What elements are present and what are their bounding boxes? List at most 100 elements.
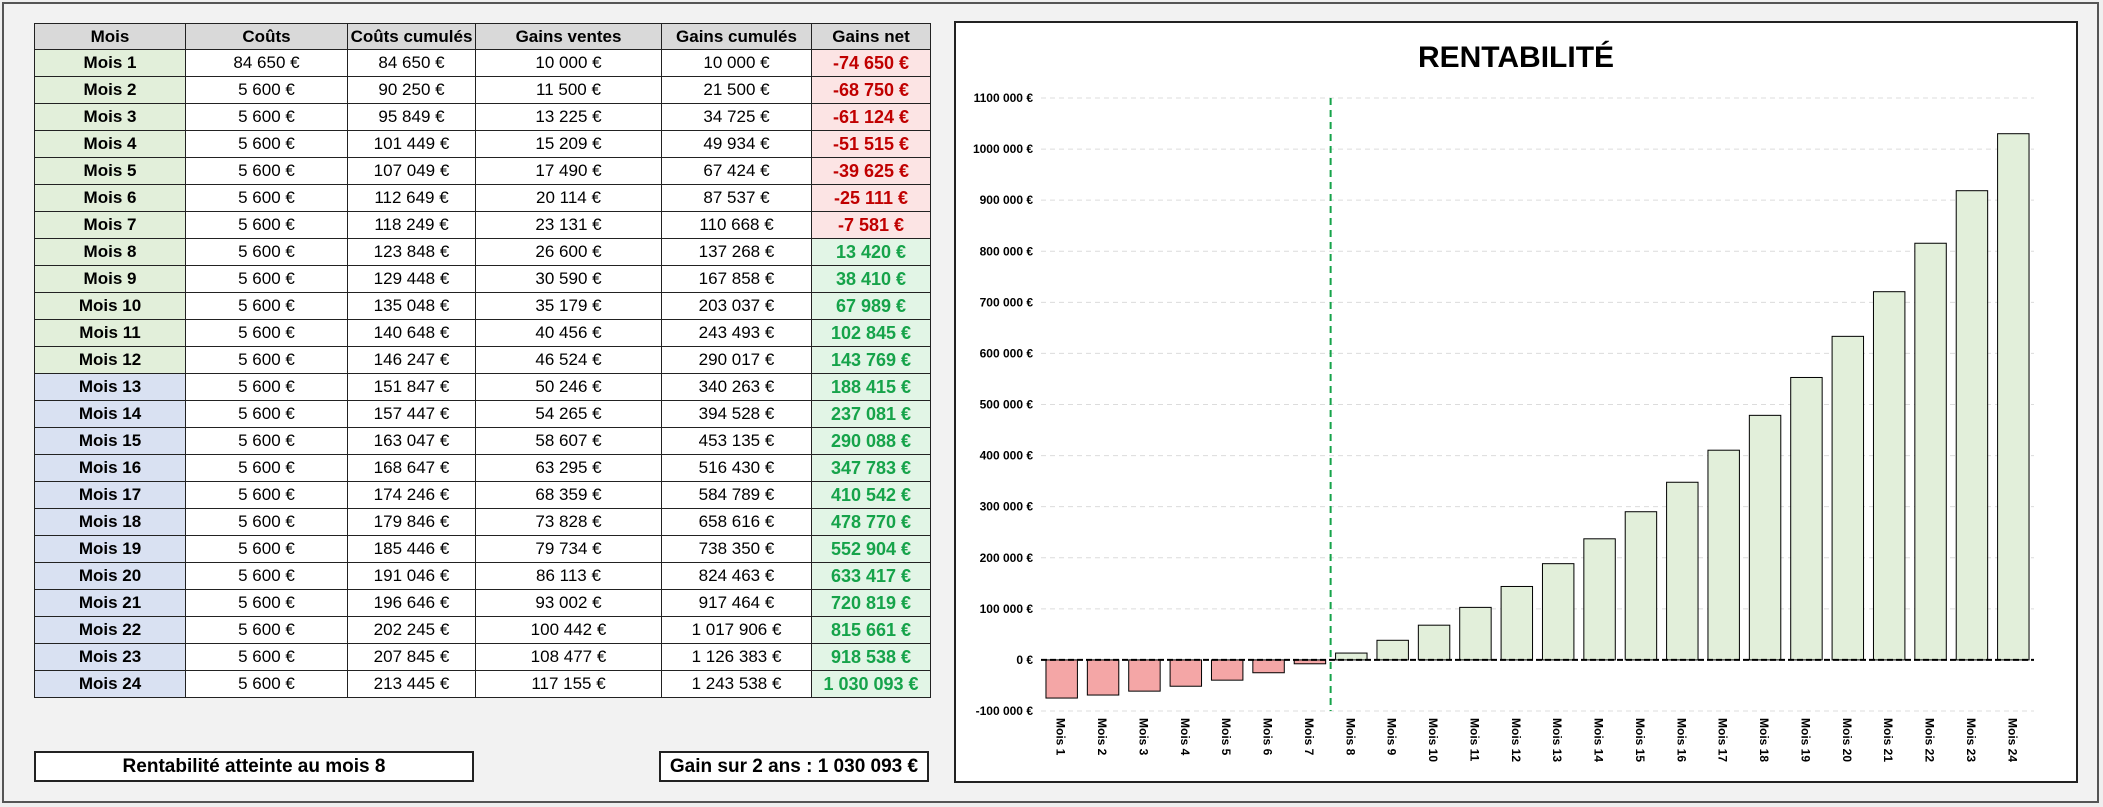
header-mois[interactable]: Mois <box>34 23 186 50</box>
cell-mois[interactable]: Mois 3 <box>34 103 186 131</box>
cell-couts-cumules[interactable]: 151 847 € <box>347 373 476 401</box>
cell-gains-net[interactable]: 67 989 € <box>811 292 931 320</box>
cell-couts[interactable]: 5 600 € <box>185 427 348 455</box>
header-gains-ventes[interactable]: Gains ventes <box>475 23 662 50</box>
cell-mois[interactable]: Mois 1 <box>34 49 186 77</box>
cell-gains-net[interactable]: -7 581 € <box>811 211 931 239</box>
cell-gains-cumules[interactable]: 824 463 € <box>661 562 812 590</box>
cell-gains-ventes[interactable]: 108 477 € <box>475 643 662 671</box>
cell-gains-cumules[interactable]: 137 268 € <box>661 238 812 266</box>
cell-couts[interactable]: 5 600 € <box>185 184 348 212</box>
header-gains-cumules[interactable]: Gains cumulés <box>661 23 812 50</box>
cell-couts-cumules[interactable]: 135 048 € <box>347 292 476 320</box>
cell-couts[interactable]: 5 600 € <box>185 454 348 482</box>
cell-gains-net[interactable]: 918 538 € <box>811 643 931 671</box>
cell-couts-cumules[interactable]: 202 245 € <box>347 616 476 644</box>
cell-gains-net[interactable]: 237 081 € <box>811 400 931 428</box>
cell-couts-cumules[interactable]: 140 648 € <box>347 319 476 347</box>
cell-gains-ventes[interactable]: 23 131 € <box>475 211 662 239</box>
cell-gains-net[interactable]: 552 904 € <box>811 535 931 563</box>
cell-gains-ventes[interactable]: 68 359 € <box>475 481 662 509</box>
cell-gains-net[interactable]: 478 770 € <box>811 508 931 536</box>
cell-couts-cumules[interactable]: 118 249 € <box>347 211 476 239</box>
cell-couts[interactable]: 5 600 € <box>185 238 348 266</box>
cell-gains-net[interactable]: 143 769 € <box>811 346 931 374</box>
cell-couts[interactable]: 5 600 € <box>185 400 348 428</box>
header-couts-cumules[interactable]: Coûts cumulés <box>347 23 476 50</box>
cell-gains-ventes[interactable]: 15 209 € <box>475 130 662 158</box>
cell-couts[interactable]: 5 600 € <box>185 616 348 644</box>
cell-gains-net[interactable]: -25 111 € <box>811 184 931 212</box>
cell-couts[interactable]: 5 600 € <box>185 76 348 104</box>
cell-gains-ventes[interactable]: 11 500 € <box>475 76 662 104</box>
cell-couts[interactable]: 5 600 € <box>185 481 348 509</box>
cell-couts[interactable]: 5 600 € <box>185 130 348 158</box>
cell-couts[interactable]: 5 600 € <box>185 319 348 347</box>
cell-couts-cumules[interactable]: 191 046 € <box>347 562 476 590</box>
cell-couts[interactable]: 5 600 € <box>185 346 348 374</box>
cell-mois[interactable]: Mois 8 <box>34 238 186 266</box>
cell-couts-cumules[interactable]: 185 446 € <box>347 535 476 563</box>
cell-couts[interactable]: 5 600 € <box>185 373 348 401</box>
cell-gains-ventes[interactable]: 79 734 € <box>475 535 662 563</box>
cell-gains-ventes[interactable]: 117 155 € <box>475 670 662 698</box>
cell-mois[interactable]: Mois 17 <box>34 481 186 509</box>
cell-gains-ventes[interactable]: 13 225 € <box>475 103 662 131</box>
cell-gains-net[interactable]: 1 030 093 € <box>811 670 931 698</box>
breakeven-summary[interactable]: Rentabilité atteinte au mois 8 <box>34 751 474 782</box>
cell-gains-cumules[interactable]: 167 858 € <box>661 265 812 293</box>
cell-gains-ventes[interactable]: 46 524 € <box>475 346 662 374</box>
cell-couts-cumules[interactable]: 157 447 € <box>347 400 476 428</box>
cell-mois[interactable]: Mois 20 <box>34 562 186 590</box>
cell-mois[interactable]: Mois 21 <box>34 589 186 617</box>
cell-mois[interactable]: Mois 5 <box>34 157 186 185</box>
cell-gains-cumules[interactable]: 67 424 € <box>661 157 812 185</box>
cell-gains-cumules[interactable]: 34 725 € <box>661 103 812 131</box>
cell-gains-ventes[interactable]: 40 456 € <box>475 319 662 347</box>
cell-gains-ventes[interactable]: 30 590 € <box>475 265 662 293</box>
cell-gains-net[interactable]: 633 417 € <box>811 562 931 590</box>
cell-gains-net[interactable]: -39 625 € <box>811 157 931 185</box>
cell-gains-net[interactable]: 102 845 € <box>811 319 931 347</box>
cell-gains-cumules[interactable]: 738 350 € <box>661 535 812 563</box>
cell-couts[interactable]: 5 600 € <box>185 535 348 563</box>
cell-couts-cumules[interactable]: 207 845 € <box>347 643 476 671</box>
cell-gains-net[interactable]: 38 410 € <box>811 265 931 293</box>
cell-gains-net[interactable]: 410 542 € <box>811 481 931 509</box>
cell-mois[interactable]: Mois 6 <box>34 184 186 212</box>
cell-mois[interactable]: Mois 19 <box>34 535 186 563</box>
cell-mois[interactable]: Mois 10 <box>34 292 186 320</box>
cell-gains-ventes[interactable]: 93 002 € <box>475 589 662 617</box>
cell-gains-net[interactable]: -74 650 € <box>811 49 931 77</box>
cell-gains-cumules[interactable]: 1 017 906 € <box>661 616 812 644</box>
cell-gains-cumules[interactable]: 917 464 € <box>661 589 812 617</box>
cell-couts[interactable]: 5 600 € <box>185 508 348 536</box>
cell-couts-cumules[interactable]: 112 649 € <box>347 184 476 212</box>
cell-couts-cumules[interactable]: 95 849 € <box>347 103 476 131</box>
header-gains-net[interactable]: Gains net <box>811 23 931 50</box>
header-couts[interactable]: Coûts <box>185 23 348 50</box>
cell-gains-net[interactable]: 815 661 € <box>811 616 931 644</box>
cell-couts-cumules[interactable]: 174 246 € <box>347 481 476 509</box>
cell-gains-cumules[interactable]: 1 243 538 € <box>661 670 812 698</box>
cell-gains-net[interactable]: -51 515 € <box>811 130 931 158</box>
profitability-chart[interactable]: RENTABILITÉ -100 000 € 0 € 100 000 € 200 00… <box>954 21 2078 783</box>
cell-couts[interactable]: 5 600 € <box>185 157 348 185</box>
cell-gains-cumules[interactable]: 394 528 € <box>661 400 812 428</box>
cell-mois[interactable]: Mois 4 <box>34 130 186 158</box>
cell-mois[interactable]: Mois 12 <box>34 346 186 374</box>
cell-gains-net[interactable]: -61 124 € <box>811 103 931 131</box>
cell-mois[interactable]: Mois 11 <box>34 319 186 347</box>
cell-couts[interactable]: 5 600 € <box>185 589 348 617</box>
cell-couts-cumules[interactable]: 107 049 € <box>347 157 476 185</box>
cell-gains-ventes[interactable]: 86 113 € <box>475 562 662 590</box>
cell-gains-cumules[interactable]: 87 537 € <box>661 184 812 212</box>
cell-mois[interactable]: Mois 7 <box>34 211 186 239</box>
cell-couts-cumules[interactable]: 84 650 € <box>347 49 476 77</box>
cell-couts[interactable]: 5 600 € <box>185 265 348 293</box>
cell-mois[interactable]: Mois 16 <box>34 454 186 482</box>
cell-couts-cumules[interactable]: 213 445 € <box>347 670 476 698</box>
cell-gains-cumules[interactable]: 243 493 € <box>661 319 812 347</box>
cell-couts[interactable]: 5 600 € <box>185 670 348 698</box>
cell-gains-ventes[interactable]: 58 607 € <box>475 427 662 455</box>
